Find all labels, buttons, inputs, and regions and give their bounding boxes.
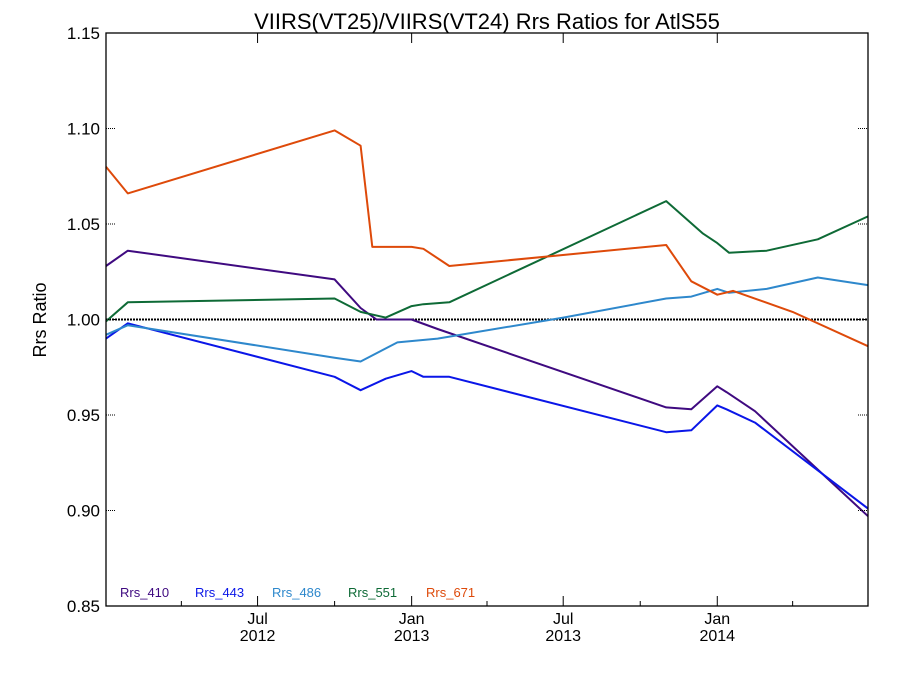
legend-entry-rrs-551: Rrs_551 bbox=[348, 585, 397, 600]
series-line-rrs-443 bbox=[105, 322, 869, 510]
chart-title: VIIRS(VT25)/VIIRS(VT24) Rrs Ratios for A… bbox=[254, 9, 720, 34]
x-tick-label-year: 2013 bbox=[545, 628, 581, 645]
x-tick-label-year: 2012 bbox=[240, 628, 276, 645]
y-tick-label: 0.90 bbox=[67, 502, 100, 521]
legend-entry-rrs-443: Rrs_443 bbox=[195, 585, 244, 600]
x-tick-label-month: Jan bbox=[399, 611, 425, 628]
y-tick-label: 1.15 bbox=[67, 24, 100, 43]
legend-entry-rrs-671: Rrs_671 bbox=[426, 585, 475, 600]
series-line-rrs-410 bbox=[105, 249, 869, 517]
series-line-rrs-671 bbox=[105, 129, 869, 348]
legend-entry-rrs-486: Rrs_486 bbox=[272, 585, 321, 600]
plot-area bbox=[105, 129, 869, 517]
x-tick-label-year: 2013 bbox=[394, 628, 430, 645]
y-axis-label: Rrs Ratio bbox=[30, 282, 50, 357]
x-tick-label-month: Jul bbox=[553, 611, 573, 628]
series-line-rrs-486 bbox=[105, 276, 869, 363]
y-tick-label: 0.95 bbox=[67, 406, 100, 425]
series-line-rrs-551 bbox=[105, 200, 869, 323]
x-tick-label-year: 2014 bbox=[699, 628, 735, 645]
y-tick-label: 0.85 bbox=[67, 597, 100, 616]
legend-entry-rrs-410: Rrs_410 bbox=[120, 585, 169, 600]
y-tick-label: 1.05 bbox=[67, 215, 100, 234]
y-tick-label: 1.00 bbox=[67, 311, 100, 330]
x-tick-label-month: Jan bbox=[704, 611, 730, 628]
x-tick-label-month: Jul bbox=[247, 611, 267, 628]
legend: Rrs_410 Rrs_443 Rrs_486 Rrs_551 Rrs_671 bbox=[120, 585, 475, 600]
y-tick-label: 1.10 bbox=[67, 120, 100, 139]
axis-ticks: 0.850.900.951.001.051.101.15Jul2012Jan20… bbox=[67, 24, 868, 645]
